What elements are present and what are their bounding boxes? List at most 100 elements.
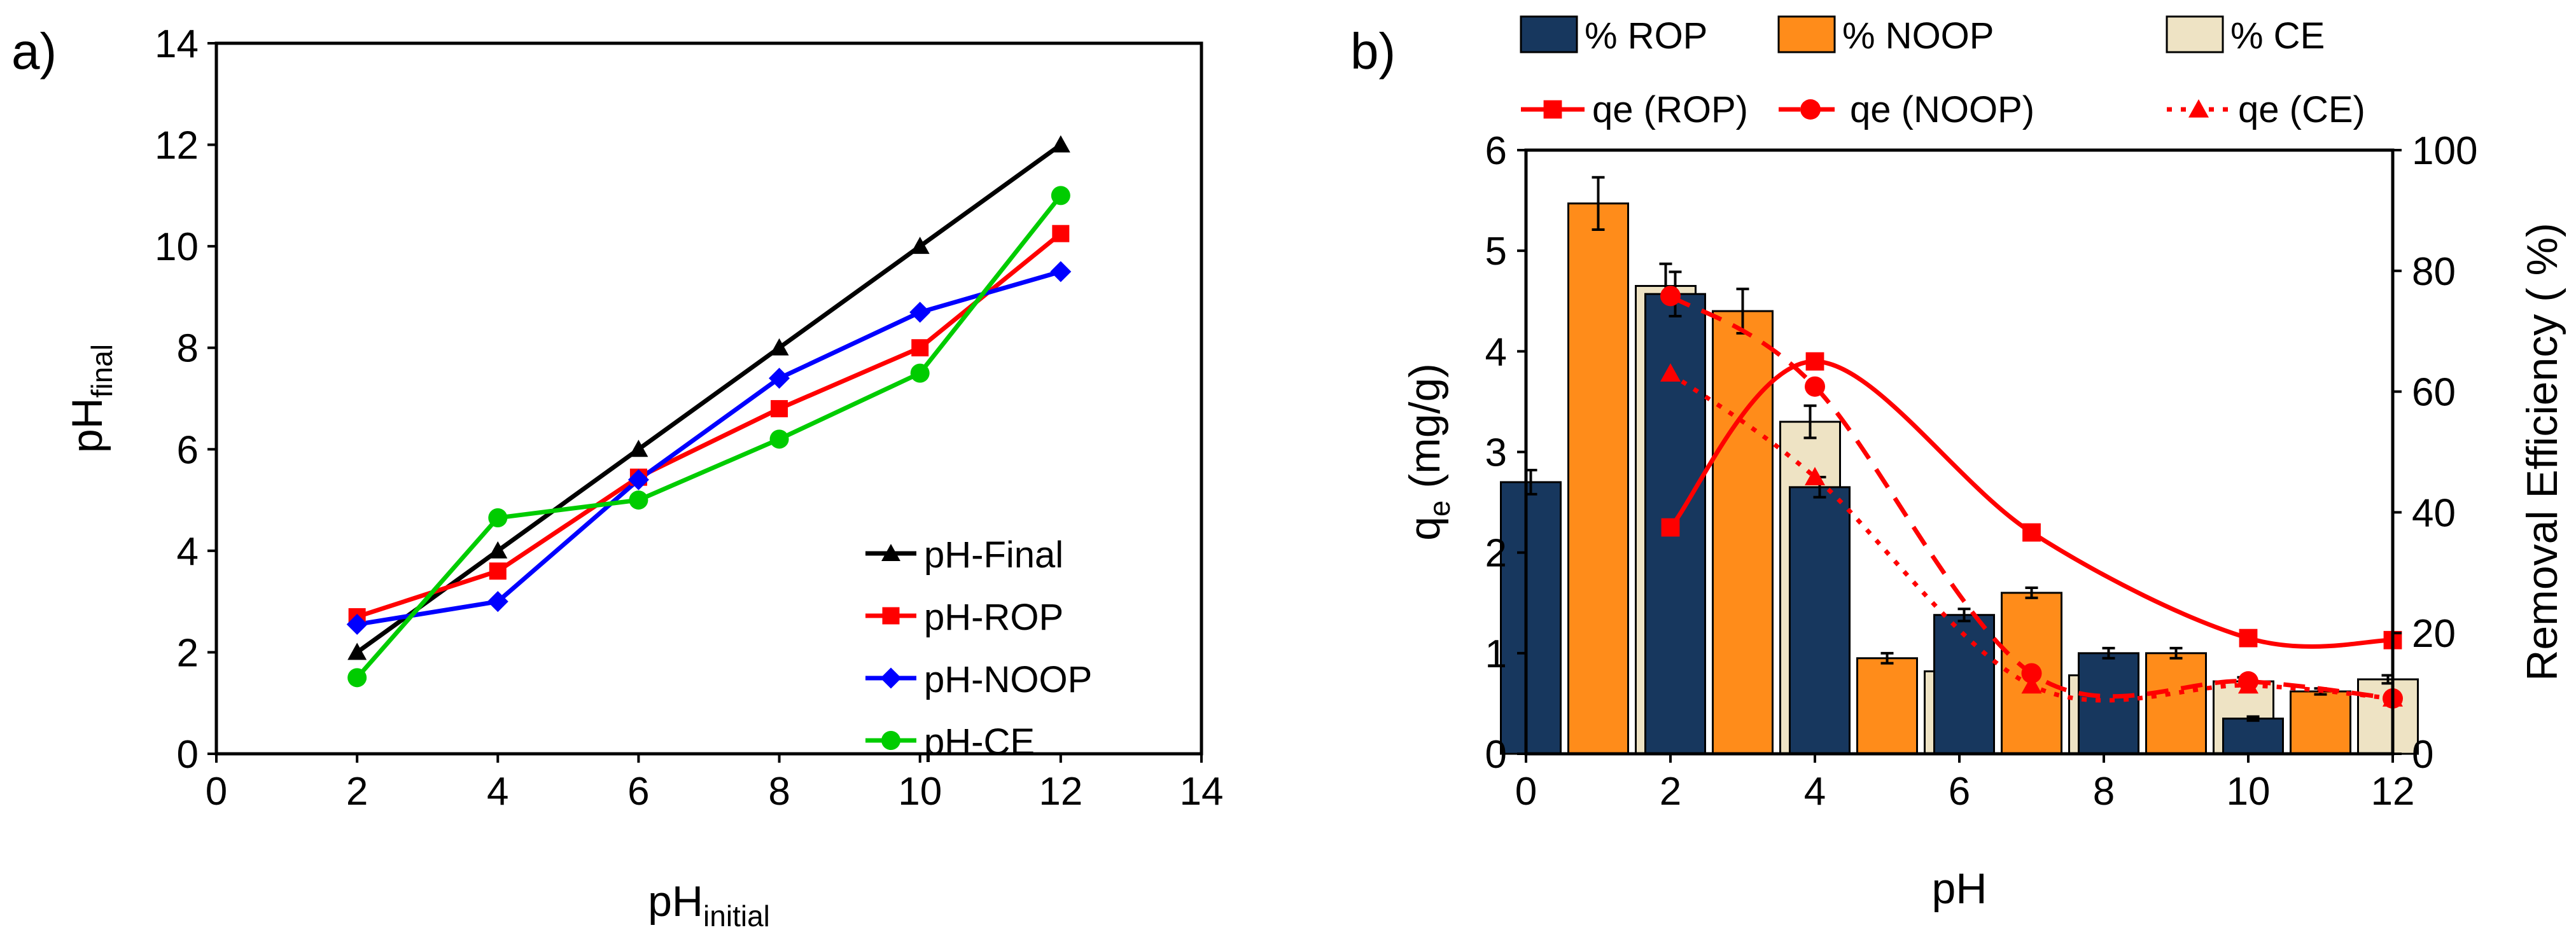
panel-a-y-tick-label: 0 [177,733,199,777]
legend-marker-qe-rop [1543,100,1562,119]
point-qe-rop [1805,352,1824,371]
point-qe-rop [2239,628,2258,648]
point-qe-noop [2021,663,2042,684]
panel-a-y-tick-label: 4 [177,530,199,574]
panel-a-y-tick-label: 10 [155,225,199,269]
point-ph-ce [1051,186,1070,205]
point-ph-noop [487,591,508,613]
legend-marker-ph-noop [880,667,902,689]
legend-label-qe-noop: qe (NOOP) [1850,89,2034,130]
point-ph-noop [1050,261,1072,282]
panel-a-label: a) [11,23,57,80]
point-qe-ce [1660,363,1681,382]
legend-label-ph-final: pH-Final [924,534,1063,576]
panel-b-y-tick-label: 0 [1485,733,1507,777]
series-line-qe-noop [1669,294,2393,701]
legend-label-ph-rop: pH-ROP [924,597,1063,638]
panel-a-x-tick-label: 12 [1039,770,1082,814]
panel-b-y2-tick-label: 0 [2412,733,2433,777]
panel-b-x-tick-label: 10 [2227,770,2271,814]
bar-noop [1856,657,1918,755]
legend-label-qe-ce: qe (CE) [2238,89,2365,130]
legend-label-ph-ce: pH-CE [924,721,1035,763]
legend-label-ce: % CE [2230,15,2325,57]
panel-b-x-tick-label: 4 [1804,770,1826,814]
point-ph-rop [489,562,507,580]
panel-b-y2-axis-label: Removal Efficiency ( %) [2518,223,2566,681]
panel-a-y-axis-label: pHfinal [63,344,118,453]
point-qe-ce [1805,467,1825,485]
panel-a-y-tick-label: 12 [155,124,199,168]
panel-a-y-tick-label: 14 [155,22,199,66]
panel-a-chart: a) 0 2 4 6 8 10 12 14 0 2 4 6 8 10 12 14 pHinitial pHfinal… [11,22,1223,933]
bar-noop [2145,652,2207,755]
panel-b-x-axis-label: pH [1932,864,1987,913]
legend-swatch-rop [1520,15,1578,53]
legend-marker-qe-ce [2188,99,2209,118]
panel-b-y-tick-label: 5 [1485,230,1507,274]
panel-a-plot-frame [214,41,1203,756]
panel-b-y2-tick-label: 60 [2412,371,2456,415]
panel-a-x-tick-label: 14 [1180,770,1224,814]
panel-b-y2-tick-label: 20 [2412,612,2456,656]
point-ph-ce [629,490,648,510]
point-ph-noop [346,614,368,635]
panel-a-x-tick-label: 0 [206,770,227,814]
panel-b-x-tick-label: 12 [2371,770,2415,814]
panel-a-x-tick-label: 6 [627,770,649,814]
point-ph-rop [911,339,929,357]
panel-a-x-axis-label: pHinitial [648,877,770,933]
panel-b-x-tick-label: 8 [2093,770,2115,814]
panel-a-x-tick-label: 10 [898,770,942,814]
point-ph-noop [769,368,790,389]
legend-label-qe-rop: qe (ROP) [1592,89,1748,130]
legend-marker-ph-ce [881,731,900,750]
bar-noop [2290,690,2351,755]
point-ph-ce [488,508,508,527]
point-qe-rop [2022,523,2041,542]
point-qe-noop [1805,376,1825,397]
series-line-qe-rop [1669,359,2393,649]
series-line-ph-rop [356,232,1063,619]
panel-b-x-tick-label: 6 [1949,770,1970,814]
point-ph-final [769,338,789,356]
point-ph-noop [627,469,649,490]
panel-b-y-axis-label: qe (mg/g) [1401,363,1456,541]
bar-rop [2078,652,2139,755]
panel-a-x-tick-label: 2 [346,770,368,814]
panel-b-x-tick-label: 0 [1515,770,1537,814]
point-ph-ce [769,429,789,449]
legend-swatch-noop [1777,15,1836,53]
series-line-ph-final [356,142,1062,655]
bar-rop [1500,481,1562,755]
series-line-ph-noop [356,269,1061,627]
point-ph-final [910,237,930,254]
legend-label-rop: % ROP [1585,15,1707,57]
panel-b-y-tick-label: 1 [1485,632,1507,676]
series-line-ph-ce [355,194,1063,679]
point-ph-rop [1052,225,1070,242]
panel-b-y-tick-label: 6 [1485,129,1507,173]
panel-a-y-tick-label: 2 [177,631,199,675]
legend-marker-ph-rop [882,607,900,625]
point-ph-final [1051,135,1070,153]
point-ph-noop [909,302,931,323]
panel-a-y-tick-label: 8 [177,327,199,371]
point-qe-ce [2238,675,2258,694]
bar-rop [1789,486,1851,755]
panel-a-x-tick-label: 8 [768,770,790,814]
panel-a-x-tick-label: 4 [487,770,508,814]
point-ph-final [488,541,508,559]
panel-b-label: b) [1350,23,1396,80]
point-ph-rop [771,399,788,417]
point-qe-ce [2021,675,2042,694]
legend-label-noop: % NOOP [1842,15,1994,57]
panel-b-y2-tick-label: 100 [2412,129,2477,173]
panel-b-y-tick-label: 4 [1485,330,1507,374]
point-qe-noop [1660,286,1681,307]
panel-a-y-tick-label: 6 [177,428,199,472]
point-ph-ce [910,363,930,383]
panel-b-y-tick-label: 2 [1485,532,1507,576]
